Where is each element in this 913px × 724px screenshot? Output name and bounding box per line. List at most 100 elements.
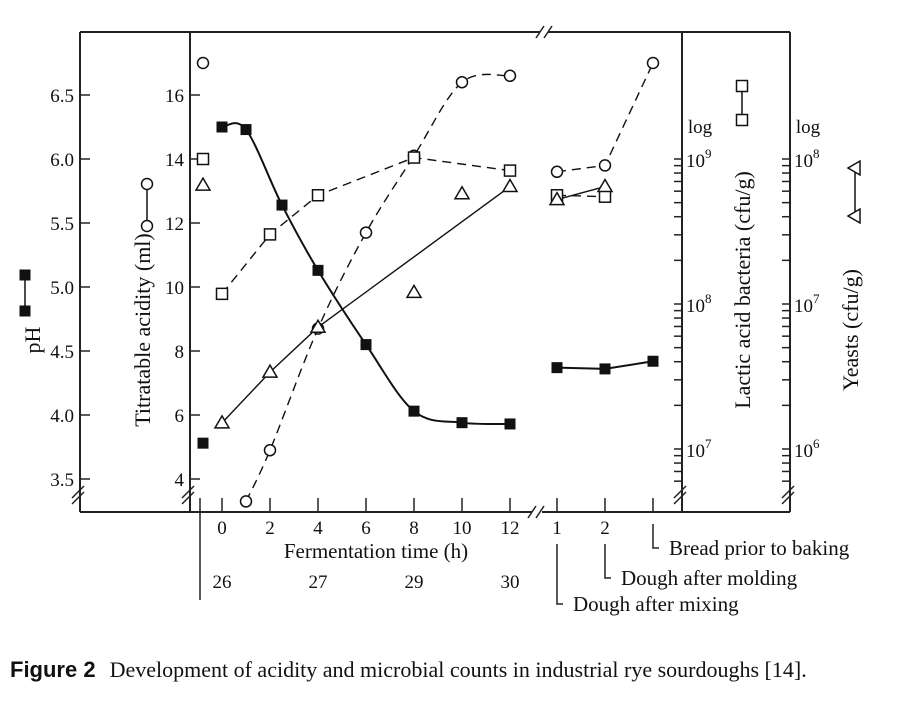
x-tick-label: 10	[453, 518, 472, 539]
lab-log-prefix: log	[688, 117, 713, 138]
acidity-tick-label: 14	[165, 150, 185, 171]
lab-tick-label: 109	[686, 146, 712, 172]
yeast-log-prefix: log	[796, 117, 821, 138]
yeasts-stage-point	[548, 191, 566, 206]
caption-text: Development of acidity and microbial cou…	[109, 657, 807, 682]
series-lines	[221, 62, 654, 502]
x-axis-title: Fermentation time (h)	[284, 539, 468, 563]
yeasts-stage-point	[596, 178, 614, 193]
axis-break-mark	[543, 25, 553, 39]
acidity-tick-label: 6	[175, 406, 185, 427]
axis-break-mark	[181, 485, 195, 499]
ph-point	[240, 124, 252, 136]
lactic-acid-bacteria-point	[503, 164, 517, 177]
figure-label: Figure 2	[10, 657, 96, 682]
ph-tick-label: 5.0	[50, 278, 74, 299]
legend	[19, 79, 861, 317]
stage-leader-line	[652, 524, 659, 549]
temperature-label: 30	[501, 572, 520, 593]
ph-tick-label: 4.0	[50, 406, 74, 427]
titratable-acidity-point	[503, 69, 517, 83]
yeast-axis-title: Yeasts (cfu/g)	[838, 269, 863, 391]
yeasts-point	[453, 185, 471, 200]
stage-label: Dough after mixing	[573, 592, 739, 616]
axis-break-mark	[673, 485, 687, 499]
figure-caption: Figure 2 Development of acidity and micro…	[10, 655, 905, 684]
yeast-legend-marker	[846, 159, 861, 177]
ph-legend-marker	[19, 269, 31, 281]
lactic-acid-bacteria-point	[215, 287, 229, 301]
x-tick-label: 4	[313, 518, 323, 539]
axes: 6.56.05.55.04.54.03.51614121086410910810…	[50, 32, 850, 616]
x-tick-label: 8	[409, 518, 419, 539]
acidity-tick-label: 10	[165, 278, 184, 299]
titratable-acidity-stage-line	[556, 62, 654, 173]
temperature-label: 27	[309, 572, 328, 593]
yeast-tick-label: 108	[794, 146, 820, 172]
titratable-acidity-stage-point	[550, 165, 564, 179]
titratable-acidity-point	[455, 75, 469, 89]
lab-tick-label: 108	[686, 291, 712, 317]
titratable-acidity-fermentation-line	[245, 73, 511, 502]
yeasts-point	[501, 178, 519, 193]
lab-legend-marker	[735, 79, 749, 93]
titratable-acidity-stage-point	[598, 159, 612, 172]
ph-point	[276, 199, 288, 211]
x-tick-label: 12	[501, 518, 520, 539]
titratable-acidity-point	[263, 443, 277, 457]
axis-break-mark	[527, 505, 537, 519]
yeast-tick-label: 106	[794, 436, 820, 462]
ph-start-point	[197, 437, 209, 449]
lactic-acid-bacteria-start-point	[196, 152, 210, 166]
ph-point	[408, 405, 420, 417]
x-tick-label: 2	[265, 518, 275, 539]
ph-tick-label: 6.5	[50, 86, 74, 107]
yeasts-point	[309, 318, 327, 333]
ph-stage-point	[647, 355, 659, 367]
axis-break-mark	[535, 25, 545, 39]
stage-leader-line	[604, 544, 611, 579]
lab-tick-label: 107	[686, 436, 712, 462]
plot-frame	[80, 25, 790, 519]
ph-point	[360, 339, 372, 351]
axis-break-mark	[535, 505, 545, 519]
stage-label: Bread prior to baking	[669, 536, 850, 560]
titratable-acidity-point	[359, 226, 373, 239]
ph-point	[312, 264, 324, 276]
yeasts-stage-line	[556, 185, 606, 201]
ph-tick-label: 3.5	[50, 470, 74, 491]
axis-break-mark	[781, 485, 795, 499]
ph-tick-label: 5.5	[50, 214, 74, 235]
lactic-acid-bacteria-point	[407, 151, 421, 164]
ph-stage-point	[551, 362, 563, 374]
ph-fermentation-line	[221, 122, 511, 426]
axis-break-mark	[673, 491, 687, 505]
acidity-legend-marker	[140, 219, 154, 233]
titratable-acidity-stage-point	[646, 56, 660, 70]
axis-break-mark	[71, 491, 85, 505]
acidity-legend-marker	[140, 177, 154, 191]
titratable-acidity-point	[239, 495, 253, 508]
lactic-acid-bacteria-fermentation-line	[221, 156, 511, 295]
lab-legend-marker	[735, 113, 749, 127]
yeasts-start-point	[194, 176, 212, 191]
ph-point	[504, 418, 516, 430]
temperature-label: 29	[405, 572, 424, 593]
ph-point	[216, 121, 228, 133]
acidity-tick-label: 12	[165, 214, 184, 235]
x-tick-label: 0	[217, 518, 227, 539]
series-markers	[194, 56, 660, 508]
stage-leader-line	[556, 544, 563, 605]
axis-break-mark	[781, 491, 795, 505]
lactic-acid-bacteria-point	[311, 189, 325, 202]
ph-point	[456, 417, 468, 429]
ph-legend-marker	[19, 305, 31, 317]
lactic-acid-bacteria-stage-line	[556, 194, 606, 198]
yeasts-point	[261, 363, 279, 378]
yeasts-point	[213, 414, 231, 429]
acidity-axis-title: Titratable acidity (ml)	[130, 233, 155, 426]
ph-tick-label: 6.0	[50, 150, 74, 171]
axis-labels: pH Titratable acidity (ml) Lactic acid bac…	[20, 171, 863, 427]
acidity-tick-label: 16	[165, 86, 184, 107]
yeast-legend-marker	[846, 207, 861, 225]
